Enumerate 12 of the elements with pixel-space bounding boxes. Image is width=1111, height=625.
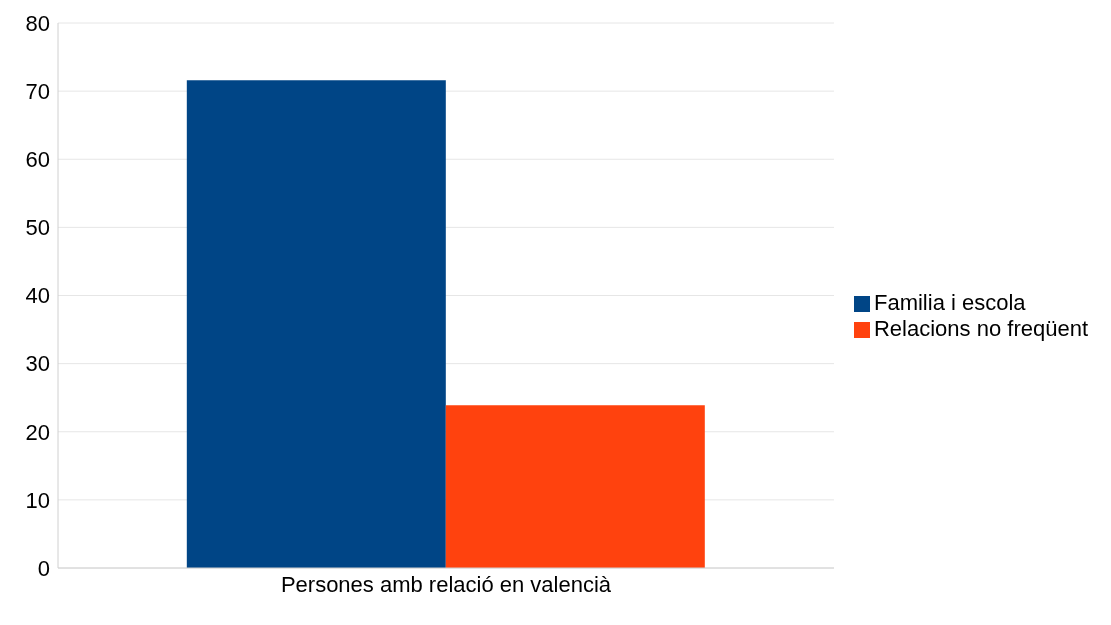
- y-tick-label: 30: [25, 351, 50, 377]
- y-tick-label: 50: [25, 215, 50, 241]
- y-tick-label: 10: [25, 487, 50, 513]
- y-tick-label: 20: [25, 419, 50, 445]
- y-tick-label: 40: [25, 283, 50, 309]
- y-tick-label: 60: [25, 147, 50, 173]
- legend-label: Relacions no freqüent: [873, 315, 1088, 341]
- legend-label: Familia i escola: [873, 289, 1026, 315]
- y-tick-label: 70: [25, 78, 50, 104]
- y-tick-label: 80: [25, 10, 50, 36]
- y-tick-label: 0: [37, 555, 50, 581]
- x-tick-label: Persones amb relació en valencià: [280, 571, 612, 597]
